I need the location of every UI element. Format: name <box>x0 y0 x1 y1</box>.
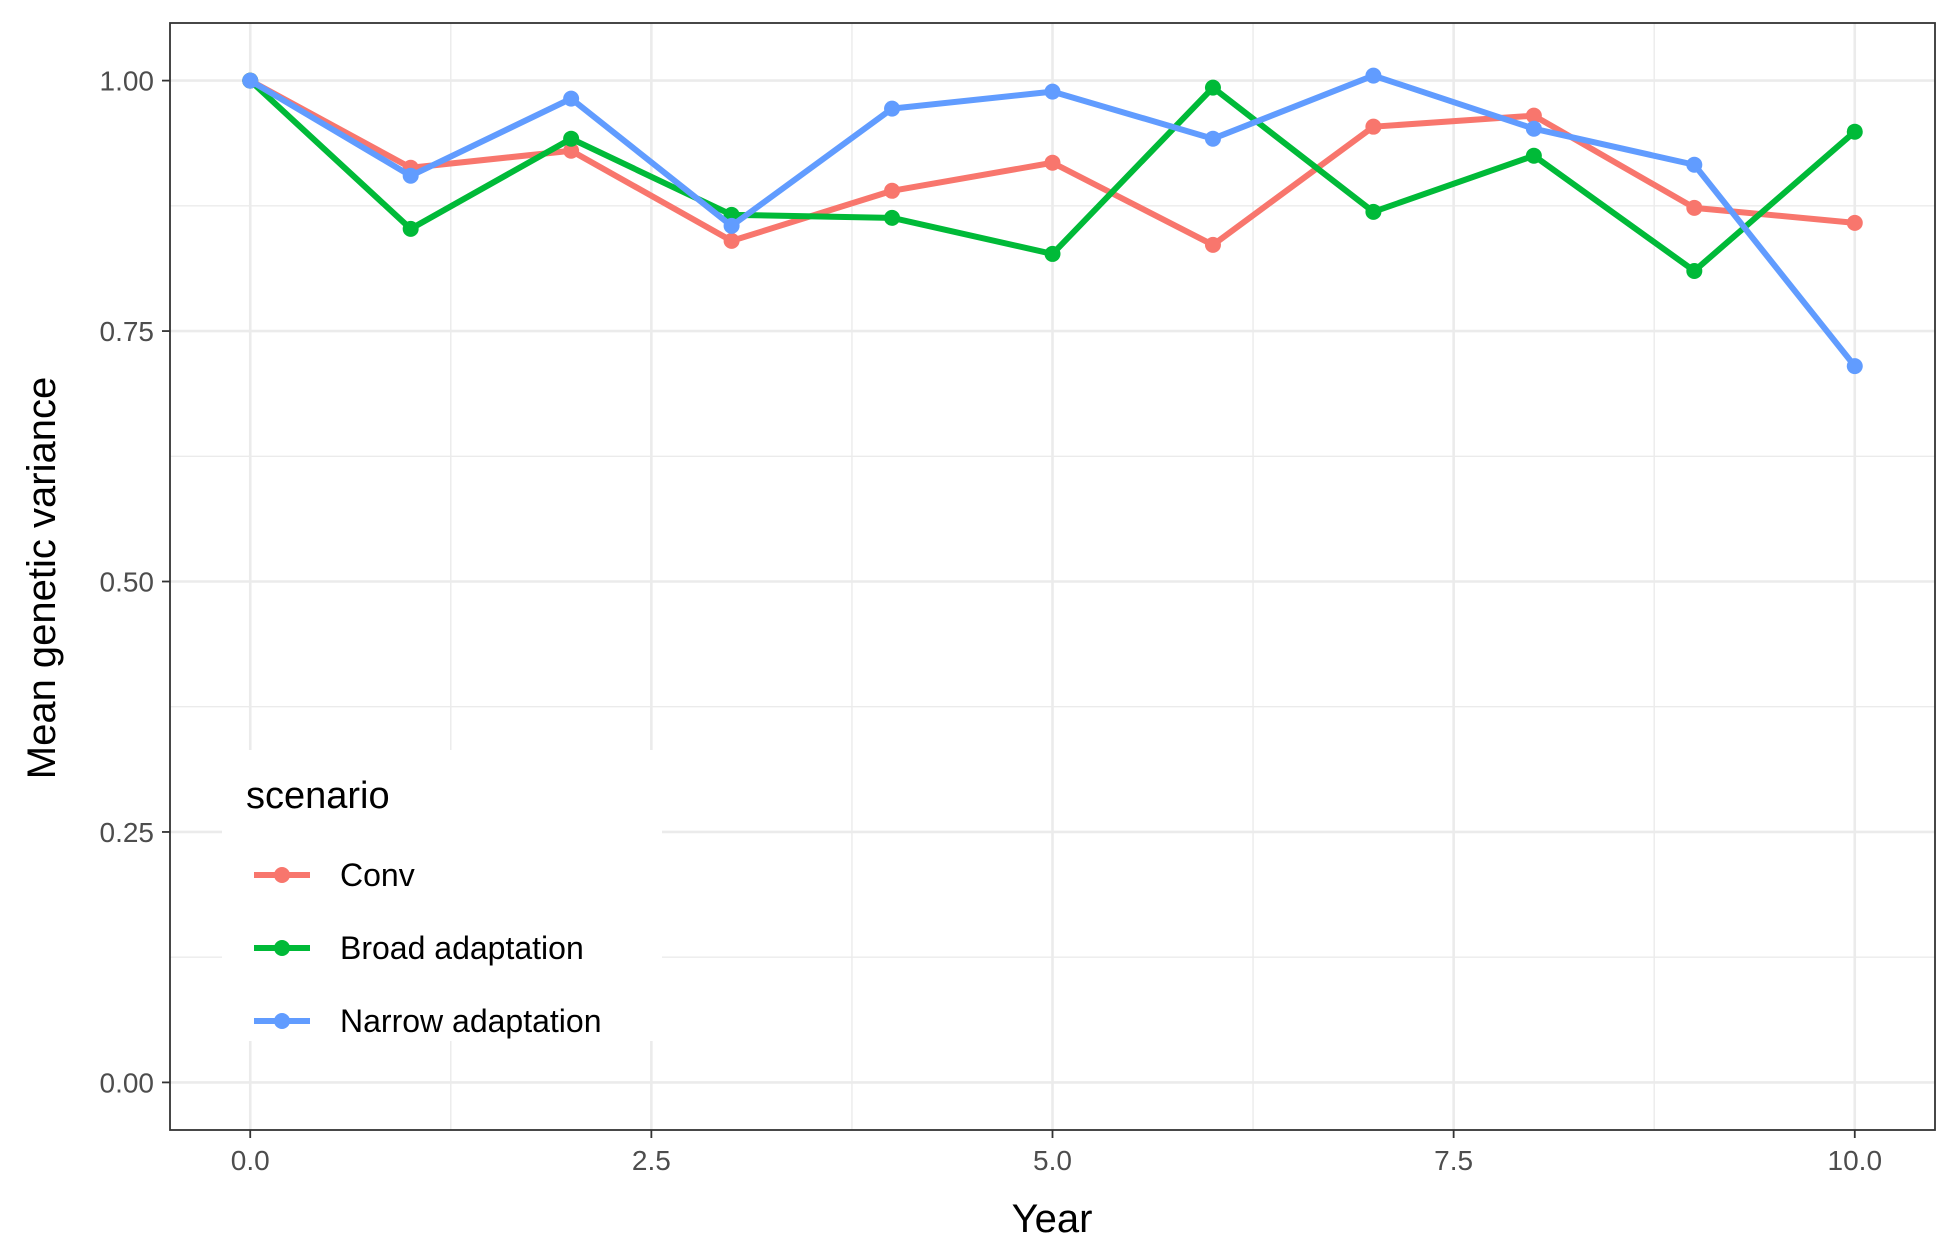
data-point <box>1846 214 1863 231</box>
data-point <box>1365 203 1382 220</box>
data-point <box>723 206 740 223</box>
data-point <box>1044 154 1061 171</box>
data-point <box>884 100 901 117</box>
y-tick-label: 0.75 <box>100 316 155 347</box>
x-tick-label: 7.5 <box>1434 1145 1473 1176</box>
y-axis-title: Mean genetic variance <box>20 377 64 779</box>
series-layer <box>242 67 1863 375</box>
legend-key-point <box>274 940 290 956</box>
data-point <box>1686 156 1703 173</box>
x-tick-label: 5.0 <box>1033 1145 1072 1176</box>
data-point <box>1204 79 1221 96</box>
axis-ticks: 0.0 2.5 5.0 7.5 10.0 0.00 0.25 0.50 0.75 1.00 <box>100 66 1883 1176</box>
x-axis-title: Year <box>1012 1197 1093 1241</box>
legend-box <box>222 750 662 1041</box>
legend-label: Narrow adaptation <box>340 1003 601 1039</box>
data-point <box>1846 123 1863 140</box>
y-tick-label: 1.00 <box>100 66 155 97</box>
data-point <box>1525 120 1542 137</box>
legend: scenario Conv Broad adaptation Narrow adapt… <box>222 750 662 1041</box>
legend-key-point <box>274 1013 290 1029</box>
legend-key-point <box>274 867 290 883</box>
x-tick-label: 10.0 <box>1828 1145 1883 1176</box>
x-tick-label: 2.5 <box>632 1145 671 1176</box>
data-point <box>1365 118 1382 135</box>
y-tick-label: 0.00 <box>100 1067 155 1098</box>
data-point <box>1365 67 1382 84</box>
data-point <box>1044 83 1061 100</box>
legend-label: Broad adaptation <box>340 930 584 966</box>
legend-title: scenario <box>246 775 390 817</box>
data-point <box>242 72 259 89</box>
data-point <box>1846 358 1863 375</box>
data-point <box>402 220 419 237</box>
data-point <box>884 182 901 199</box>
data-point <box>1525 107 1542 124</box>
data-point <box>1686 262 1703 279</box>
data-point <box>723 217 740 234</box>
y-tick-label: 0.50 <box>100 567 155 598</box>
data-point <box>563 90 580 107</box>
legend-label: Conv <box>340 857 415 893</box>
data-point <box>884 209 901 226</box>
data-point <box>563 130 580 147</box>
data-point <box>723 232 740 249</box>
data-point <box>402 167 419 184</box>
y-tick-label: 0.25 <box>100 817 155 848</box>
data-point <box>1525 147 1542 164</box>
data-point <box>1686 199 1703 216</box>
data-point <box>1204 236 1221 253</box>
data-point <box>1044 245 1061 262</box>
data-point <box>563 142 580 159</box>
data-point <box>1204 130 1221 147</box>
x-tick-label: 0.0 <box>231 1145 270 1176</box>
